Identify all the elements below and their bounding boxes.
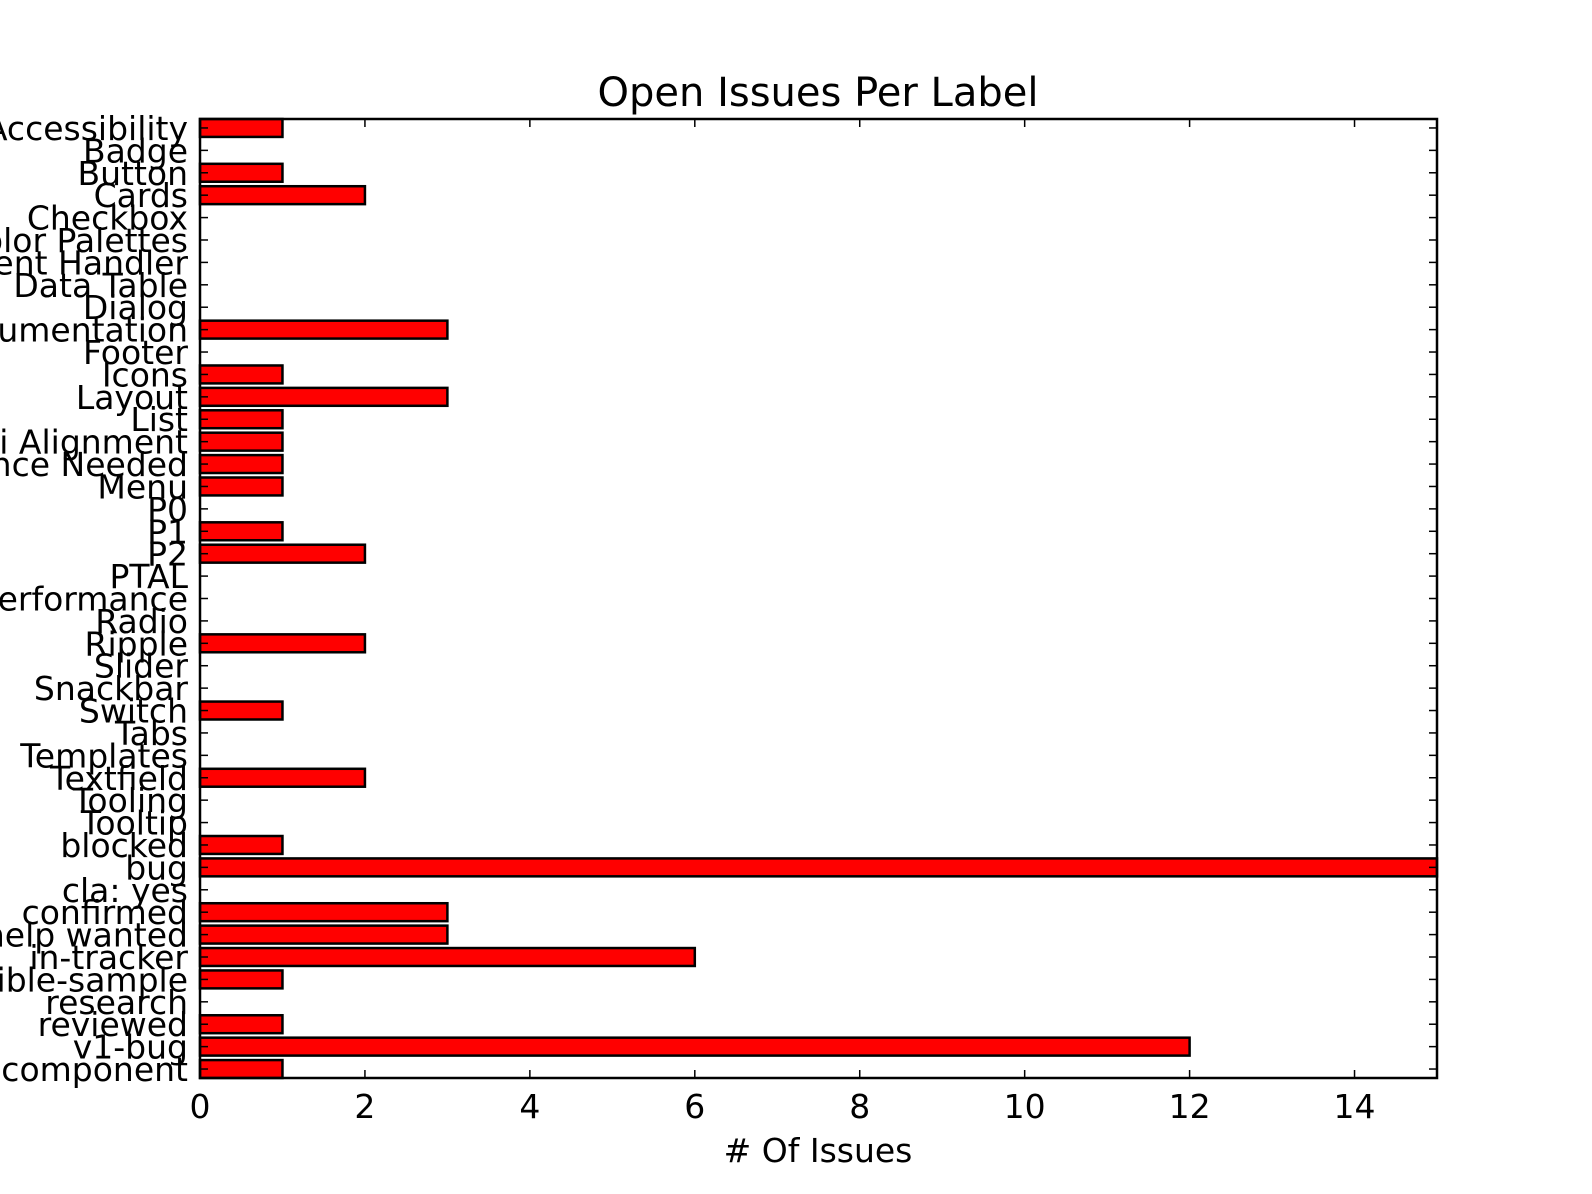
plot-frame	[198, 117, 1439, 1080]
category-label: help wanted	[0, 916, 188, 955]
category-label: Menu	[97, 467, 188, 506]
bar-29	[198, 767, 367, 788]
category-label: v1-bug	[73, 1028, 188, 1067]
category-label: confirmed	[22, 893, 188, 932]
category-label: bug	[125, 848, 188, 887]
bar-42	[198, 1058, 284, 1080]
category-label: Snackbar	[34, 669, 189, 708]
category-labels-group: AccessibilityBadgeButtonCardsCheckboxCol…	[0, 109, 189, 1089]
category-label: blocked	[60, 826, 188, 865]
category-label: Cards	[94, 176, 188, 215]
bar-38	[198, 969, 284, 990]
x-tick-label: 14	[1334, 1087, 1376, 1126]
ticks-group	[199, 119, 1437, 1078]
category-label: Tooltip	[80, 804, 188, 843]
category-label: List	[130, 400, 188, 439]
category-label: Ripple	[85, 624, 188, 663]
category-label: new-component	[0, 1050, 188, 1089]
category-label: Slider	[94, 647, 189, 686]
category-label: Badge	[83, 131, 188, 170]
x-axis-label: # Of Issues	[724, 1131, 913, 1170]
category-label: Tabs	[114, 714, 188, 753]
category-label: Layout	[76, 378, 188, 417]
category-label: Tooling	[72, 781, 188, 820]
bar-35	[198, 901, 449, 923]
category-label: Templates	[19, 736, 188, 775]
bar-2	[198, 162, 284, 183]
category-label: in-tracker	[29, 938, 188, 977]
bar-11	[198, 364, 284, 385]
category-label: P1	[147, 512, 188, 551]
bar-26	[198, 700, 284, 721]
category-label: Radio	[95, 602, 188, 641]
category-label: PTAL	[110, 557, 189, 596]
x-tick-labels-group: 0 2 4 6 8 10 12 14	[190, 1087, 1376, 1126]
x-tick-label: 6	[684, 1087, 705, 1126]
bar-9	[198, 319, 449, 340]
bar-16	[198, 476, 284, 497]
category-label: reproducible-sample	[0, 960, 188, 999]
bar-40	[198, 1014, 284, 1035]
bar-3	[198, 184, 367, 206]
category-label: research	[45, 983, 188, 1022]
category-label: Color Palettes	[0, 221, 188, 260]
bar-23	[198, 633, 367, 654]
category-label: P0	[147, 490, 188, 529]
bar-12	[198, 386, 449, 408]
bar-15	[198, 453, 284, 475]
bar-36	[198, 924, 449, 945]
category-label: Switch	[79, 692, 188, 731]
category-label: Accessibility	[0, 109, 188, 148]
category-label: Footer	[83, 333, 188, 372]
category-label: Performance	[0, 580, 188, 619]
bar-13	[198, 409, 284, 430]
x-tick-label: 8	[849, 1087, 870, 1126]
bars-group	[198, 117, 1439, 1080]
category-label: Maintenance Needed	[0, 445, 188, 484]
category-label: Icons	[102, 355, 188, 394]
category-label: Event Handler	[0, 243, 188, 282]
x-tick-label: 4	[519, 1087, 540, 1126]
x-tick-label: 12	[1169, 1087, 1211, 1126]
chart-title: Open Issues Per Label	[598, 70, 1039, 116]
category-label: cla: yes	[62, 871, 188, 910]
x-tick-label: 0	[190, 1087, 211, 1126]
bar-33	[198, 857, 1439, 878]
bar-0	[198, 117, 284, 139]
category-label: Documentation	[0, 311, 188, 350]
category-label: RTL/BiDi Alignment	[0, 423, 188, 462]
x-tick-label: 10	[1004, 1087, 1046, 1126]
bar-19	[198, 543, 367, 564]
category-label: Button	[77, 154, 188, 193]
category-label: Checkbox	[27, 199, 188, 238]
bar-32	[198, 834, 284, 856]
category-label: Dialog	[83, 288, 188, 327]
category-label: Textfield	[49, 759, 188, 798]
bar-37	[198, 946, 697, 968]
bar-18	[198, 521, 284, 542]
category-label: Data Table	[13, 266, 188, 305]
category-label: reviewed	[38, 1005, 188, 1044]
bar-14	[198, 431, 284, 452]
category-label: P2	[147, 535, 188, 574]
x-tick-label: 2	[354, 1087, 375, 1126]
bar-41	[198, 1036, 1191, 1057]
